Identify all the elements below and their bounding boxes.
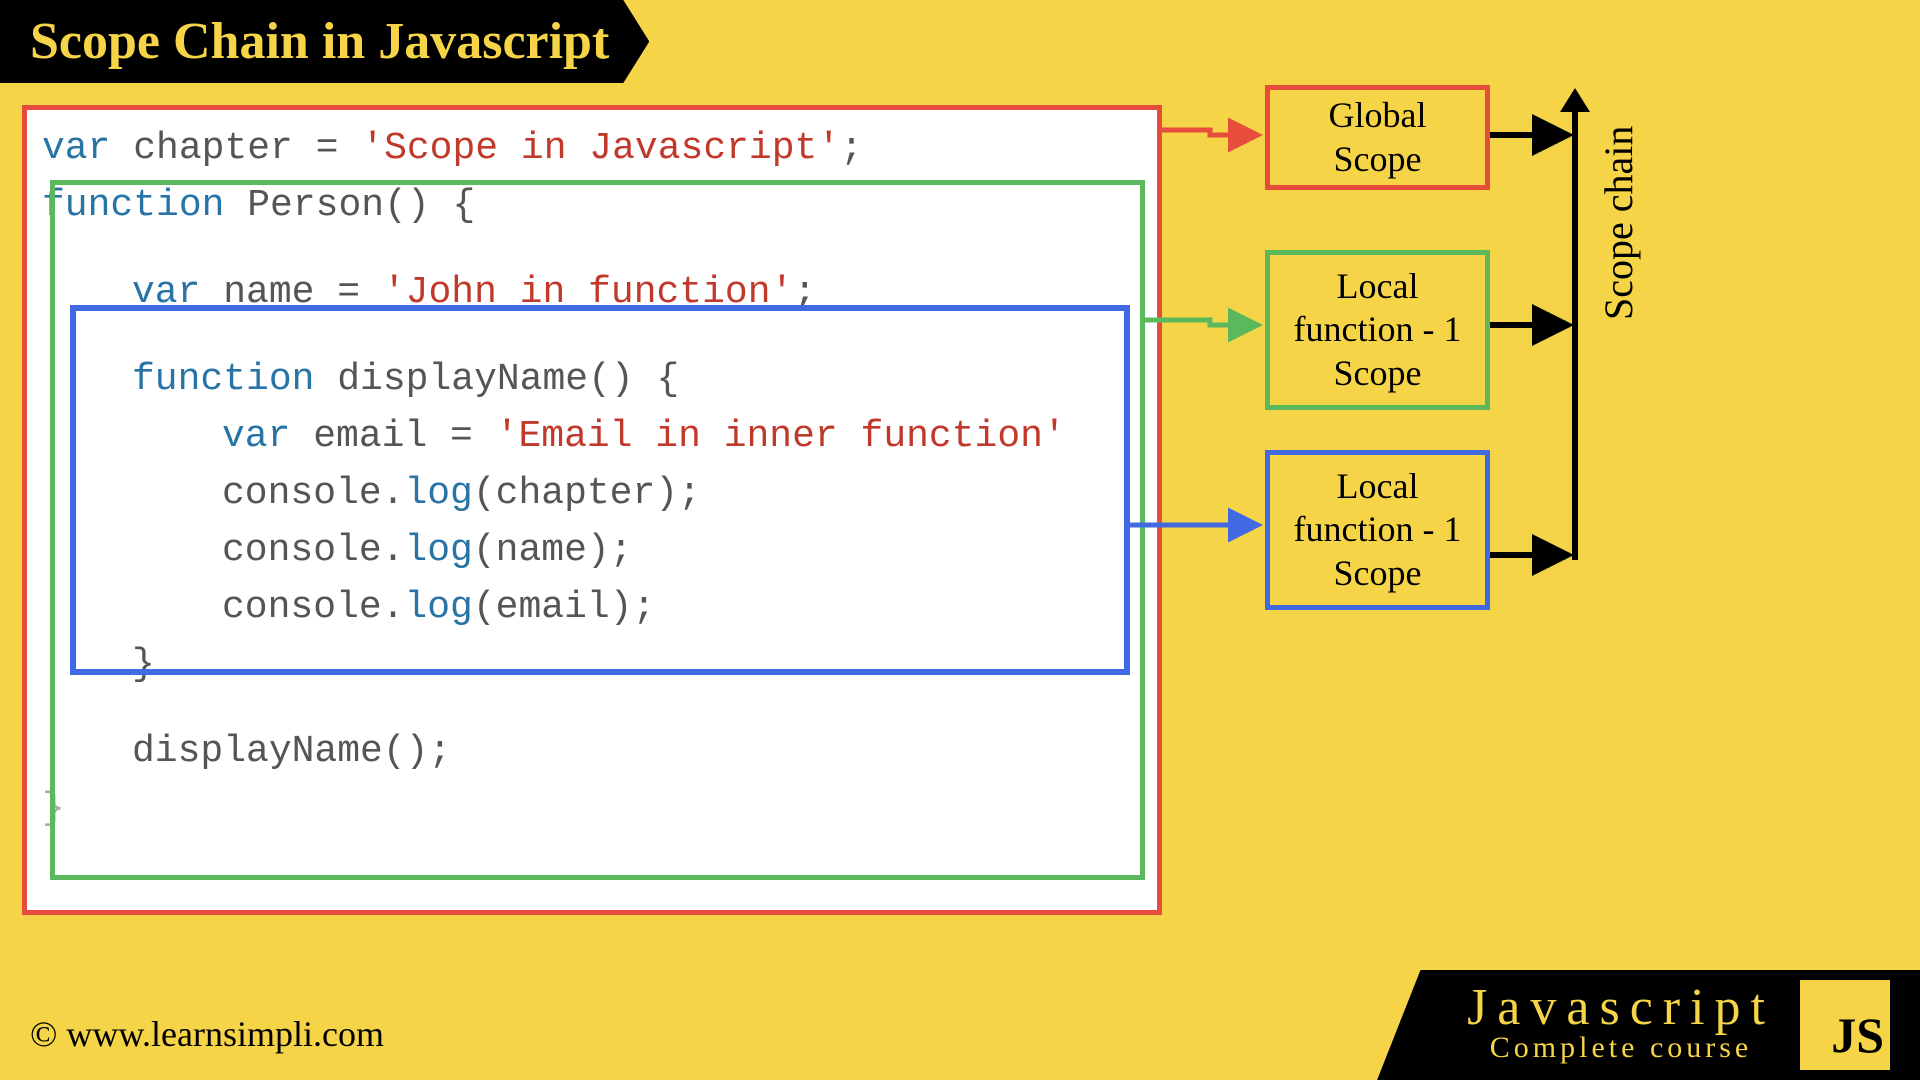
code-text: (chapter);: [473, 472, 701, 515]
scope-label: Scope: [1334, 552, 1422, 595]
code-text: email =: [290, 415, 495, 458]
footer-main: Javascript: [1467, 985, 1775, 1032]
scope-box-local2: Local function - 1 Scope: [1265, 450, 1490, 610]
code-text: console.: [222, 472, 404, 515]
scope-label: Local: [1337, 465, 1419, 508]
code-kw: var: [132, 271, 200, 314]
code-text: (email);: [473, 586, 655, 629]
code-text: ;: [840, 127, 863, 170]
copyright-text: © www.learnsimpli.com: [30, 1013, 384, 1055]
code-text: ;: [793, 271, 816, 314]
code-text: }: [132, 643, 155, 686]
code-text: (name);: [473, 529, 633, 572]
code-kw: function: [132, 358, 314, 401]
code-kw: function: [42, 184, 224, 227]
code-string: 'Scope in Javascript': [361, 127, 840, 170]
scope-chain-label: Scope chain: [1595, 126, 1642, 320]
scope-label: function - 1: [1294, 508, 1462, 551]
code-text: name =: [200, 271, 382, 314]
code-fn: log: [404, 472, 472, 515]
code-string: 'John in function': [383, 271, 793, 314]
code-text: displayName() {: [314, 358, 679, 401]
scope-label: function - 1: [1294, 308, 1462, 351]
scope-label: Scope: [1334, 352, 1422, 395]
code-text: console.: [222, 586, 404, 629]
scope-label: Scope: [1334, 138, 1422, 181]
scope-label: Local: [1337, 265, 1419, 308]
scope-label: Global: [1329, 94, 1427, 137]
code-string: 'Email in inner function': [496, 415, 1066, 458]
code-block: var chapter = 'Scope in Javascript'; fun…: [22, 105, 1162, 915]
code-fn: log: [404, 529, 472, 572]
code-fn: log: [404, 586, 472, 629]
code-kw: var: [42, 127, 110, 170]
code-kw: var: [222, 415, 290, 458]
code-text: Person() {: [224, 184, 475, 227]
scope-box-global: Global Scope: [1265, 85, 1490, 190]
footer-banner: Javascript Complete course JS: [1377, 970, 1920, 1080]
code-text: chapter =: [110, 127, 361, 170]
code-text: displayName();: [132, 730, 451, 773]
scope-box-local1: Local function - 1 Scope: [1265, 250, 1490, 410]
code-text: }: [42, 787, 65, 830]
js-badge-icon: JS: [1800, 980, 1890, 1070]
page-title: Scope Chain in Javascript: [0, 0, 649, 83]
footer-sub: Complete course: [1467, 1031, 1775, 1065]
code-text: console.: [222, 529, 404, 572]
